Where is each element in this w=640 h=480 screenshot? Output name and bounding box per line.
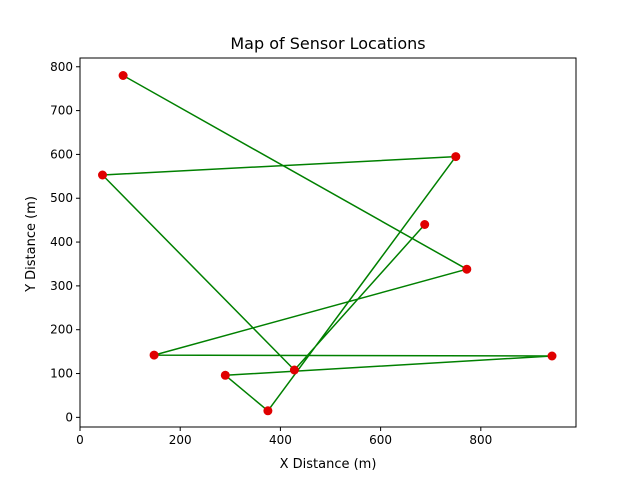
sensor-point	[289, 365, 299, 375]
sensor-point	[547, 351, 557, 361]
sensor-point	[462, 264, 472, 274]
x-tick-label: 800	[469, 433, 492, 447]
sensor-point	[420, 220, 430, 229]
y-tick-label: 300	[50, 279, 73, 293]
sensor-point	[98, 170, 107, 180]
chart-title: Map of Sensor Locations	[230, 34, 425, 53]
x-tick-label: 400	[269, 433, 292, 447]
sensor-markers	[98, 71, 557, 416]
x-tick-label: 600	[369, 433, 392, 447]
axis-ticks: 0 200 400 600 800 0 100 200 300 400 500 600 700 800	[50, 60, 492, 447]
y-tick-label: 800	[50, 60, 73, 74]
sensor-point	[263, 406, 273, 416]
y-tick-label: 700	[50, 104, 73, 118]
x-tick-label: 200	[169, 433, 192, 447]
y-tick-label: 600	[50, 147, 73, 161]
y-tick-label: 0	[65, 410, 73, 424]
y-tick-label: 400	[50, 235, 73, 249]
x-tick-label: 0	[76, 433, 84, 447]
sensor-point	[149, 350, 159, 360]
sensor-route	[101, 74, 553, 412]
y-tick-label: 200	[50, 323, 73, 337]
sensor-point	[451, 152, 461, 162]
y-axis-label: Y Distance (m)	[24, 196, 39, 293]
y-tick-label: 500	[50, 191, 73, 205]
sensor-route-line	[101, 74, 553, 412]
y-tick-label: 100	[50, 367, 73, 381]
sensor-point	[220, 370, 230, 380]
sensor-point	[118, 71, 128, 80]
x-axis-label: X Distance (m)	[280, 457, 377, 472]
plot-frame	[79, 57, 577, 428]
